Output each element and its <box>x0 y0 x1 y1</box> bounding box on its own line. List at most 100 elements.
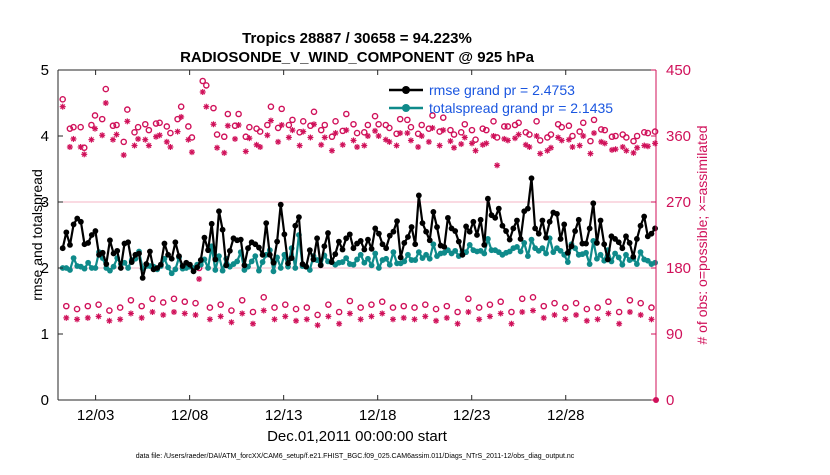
obs-assimilated-stroke <box>555 134 561 141</box>
obs-assimilated-point <box>458 141 465 148</box>
rmse-point <box>423 228 430 235</box>
obs-assimilated-stroke <box>623 148 629 154</box>
rmse-point <box>92 228 99 234</box>
rmse-point <box>292 222 299 229</box>
obs-assimilated-stroke <box>541 315 547 321</box>
rmse-point <box>107 237 113 244</box>
obs-assimilated-stroke <box>203 104 209 110</box>
obs-possible-point <box>228 307 235 314</box>
obs-possible-point <box>608 133 616 141</box>
obs-assimilated-point <box>106 317 113 324</box>
obs-possible-point <box>124 106 131 113</box>
totalspread-point <box>85 259 92 266</box>
obs-possible-point <box>594 304 601 311</box>
obs-assimilated-point <box>468 140 475 147</box>
obs-assimilated-stroke <box>228 319 235 325</box>
rmse-point <box>375 230 382 237</box>
rmse-point <box>594 240 600 246</box>
obs-assimilated-point <box>422 313 429 320</box>
totalspread-point <box>248 258 255 265</box>
totalspread-point <box>426 255 433 262</box>
rmse-point <box>543 234 549 241</box>
obs-possible-point <box>360 129 368 136</box>
obs-possible-point <box>465 295 472 303</box>
totalspread-point <box>423 251 430 258</box>
totalspread-point <box>514 243 520 250</box>
rmse-point <box>390 228 397 235</box>
obs-assimilated-point <box>558 137 565 144</box>
rmse-point <box>583 240 589 247</box>
obs-possible-point <box>163 123 171 130</box>
obs-possible-point <box>640 129 648 136</box>
obs-assimilated-point <box>652 140 659 147</box>
obs-possible-point <box>271 304 278 311</box>
obs-assimilated-stroke <box>602 140 608 146</box>
rmse-point <box>372 225 379 232</box>
rmse-point <box>652 225 658 232</box>
legend-totalspread-swatch-marker <box>402 104 410 112</box>
obs-assimilated-point <box>547 144 554 151</box>
obs-possible-point <box>371 112 379 120</box>
obs-possible-point <box>303 304 311 311</box>
obs-assimilated-stroke <box>627 309 633 315</box>
obs-possible-point <box>623 134 630 141</box>
obs-assimilated-stroke <box>487 313 493 319</box>
obs-assimilated-stroke <box>444 315 450 321</box>
rmse-point <box>128 259 135 265</box>
obs-assimilated-stroke <box>595 316 601 322</box>
rmse-point <box>492 214 499 221</box>
obs-assimilated-stroke <box>465 309 471 315</box>
obs-assimilated-stroke <box>523 142 529 148</box>
rmse-point <box>412 241 419 248</box>
obs-possible-point <box>429 112 436 119</box>
rmse-point <box>63 229 70 236</box>
obs-assimilated-stroke <box>282 313 288 319</box>
totalspread-point <box>481 250 488 257</box>
obs-assimilated-stroke <box>142 137 148 143</box>
obs-possible-point <box>483 126 490 134</box>
obs-assimilated-stroke <box>232 136 238 142</box>
obs-possible-point <box>468 126 476 134</box>
obs-assimilated-point <box>120 152 127 159</box>
obs-possible-point <box>547 131 555 138</box>
obs-assimilated-stroke <box>591 130 597 136</box>
totalspread-point <box>92 265 99 271</box>
obs-possible-point <box>500 123 508 130</box>
rmse-point <box>561 221 568 228</box>
totalspread-point <box>212 267 219 273</box>
totalspread-point <box>390 249 397 256</box>
obs-assimilated-stroke <box>490 133 497 139</box>
rmse-point <box>350 245 357 252</box>
obs-assimilated-stroke <box>300 129 306 135</box>
obs-assimilated-point <box>612 146 619 153</box>
obs-possible-point <box>267 103 275 110</box>
totalspread-point <box>594 255 600 262</box>
obs-possible-point <box>343 110 350 118</box>
legend-rmse-swatch-marker <box>402 86 410 94</box>
obs-assimilated-stroke <box>587 151 594 157</box>
obs-assimilated-point <box>533 133 540 139</box>
obs-assimilated-point <box>346 310 353 317</box>
obs-assimilated-point <box>508 320 515 327</box>
obs-possible-point <box>518 295 526 303</box>
obs-assimilated-stroke <box>440 127 446 133</box>
obs-assimilated-stroke <box>620 144 626 150</box>
rmse-point <box>241 262 248 269</box>
obs-assimilated-stroke <box>476 316 482 322</box>
obs-assimilated-stroke <box>139 315 145 321</box>
obs-possible-point <box>605 298 612 306</box>
obs-assimilated-point <box>170 309 177 315</box>
obs-assimilated-point <box>591 130 598 137</box>
obs-assimilated-point <box>443 314 450 321</box>
rmse-point <box>266 251 273 258</box>
obs-assimilated-point <box>135 135 142 142</box>
rmse-point <box>503 228 509 234</box>
obs-assimilated-stroke <box>74 316 80 322</box>
obs-possible-point <box>590 116 598 124</box>
totalspread-point <box>539 245 546 252</box>
rmse-point <box>259 251 266 258</box>
obs-assimilated-point <box>583 317 590 324</box>
obs-assimilated-point <box>77 144 84 150</box>
obs-possible-point <box>540 302 548 310</box>
